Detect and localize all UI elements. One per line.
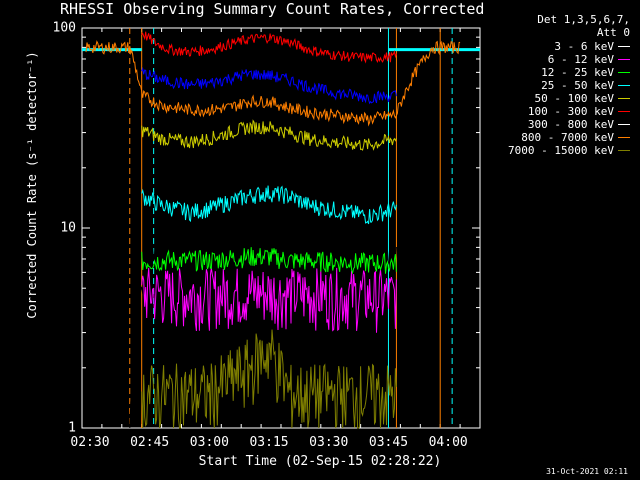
legend-swatch <box>618 59 630 60</box>
legend-entry: 300 - 800 keV <box>508 118 630 131</box>
legend-swatch <box>618 124 630 125</box>
legend-label: 800 - 7000 keV <box>521 131 614 144</box>
series-line-1 <box>141 267 397 333</box>
series-line-2 <box>141 247 397 275</box>
legend-label: 6 - 12 keV <box>547 53 614 66</box>
legend-label: 12 - 25 keV <box>541 66 614 79</box>
series-line-8 <box>141 329 397 429</box>
legend-label: 25 - 50 keV <box>541 79 614 92</box>
series-line-5 <box>141 31 397 64</box>
x-tick-label: 02:30 <box>70 435 110 450</box>
x-tick-label: 03:15 <box>249 435 289 450</box>
series-line-7 <box>85 40 461 127</box>
y-tick-label: 100 <box>52 20 76 36</box>
legend-entry: 50 - 100 keV <box>508 92 630 105</box>
footer-date: 31-Oct-2021 02:11 <box>546 467 628 476</box>
legend-entry: 800 - 7000 keV <box>508 131 630 144</box>
y-tick-label: 1 <box>68 420 76 436</box>
legend-entry: 7000 - 15000 keV <box>508 144 630 157</box>
legend-swatch <box>618 72 630 73</box>
legend-swatch <box>618 85 630 86</box>
legend-swatch <box>618 98 630 99</box>
x-tick-label: 04:00 <box>428 435 468 450</box>
y-tick-label: 10 <box>60 220 76 236</box>
x-tick-label: 03:30 <box>309 435 349 450</box>
legend-swatch <box>618 46 630 47</box>
legend-label: 50 - 100 keV <box>534 92 614 105</box>
series-line-3 <box>141 185 397 225</box>
legend-swatch <box>618 150 630 151</box>
legend-header: Det 1,3,5,6,7, Att 0 <box>537 13 630 39</box>
legend: 3 - 6 keV 6 - 12 keV 12 - 25 keV 25 - 50 ke… <box>508 40 630 157</box>
x-axis-label: Start Time (02-Sep-15 02:28:22) <box>198 454 442 469</box>
series-line-9 <box>141 66 397 105</box>
x-tick-label: 02:45 <box>130 435 170 450</box>
legend-swatch <box>618 111 630 112</box>
legend-entry: 6 - 12 keV <box>508 53 630 66</box>
legend-entry: 25 - 50 keV <box>508 79 630 92</box>
chart-title: RHESSI Observing Summary Count Rates, Co… <box>60 0 485 18</box>
series-line-4 <box>141 119 397 151</box>
legend-entry: 100 - 300 keV <box>508 105 630 118</box>
legend-label: 100 - 300 keV <box>527 105 614 118</box>
legend-label: 3 - 6 keV <box>554 40 614 53</box>
x-tick-label: 03:00 <box>189 435 229 450</box>
series-line-0 <box>129 239 397 429</box>
legend-entry: 12 - 25 keV <box>508 66 630 79</box>
x-tick-label: 03:45 <box>368 435 409 450</box>
y-axis-label: Corrected Count Rate (s⁻¹ detector⁻¹) <box>25 51 39 319</box>
legend-entry: 3 - 6 keV <box>508 40 630 53</box>
legend-swatch <box>618 137 630 138</box>
legend-label: 300 - 800 keV <box>527 118 614 131</box>
legend-label: 7000 - 15000 keV <box>508 144 614 157</box>
